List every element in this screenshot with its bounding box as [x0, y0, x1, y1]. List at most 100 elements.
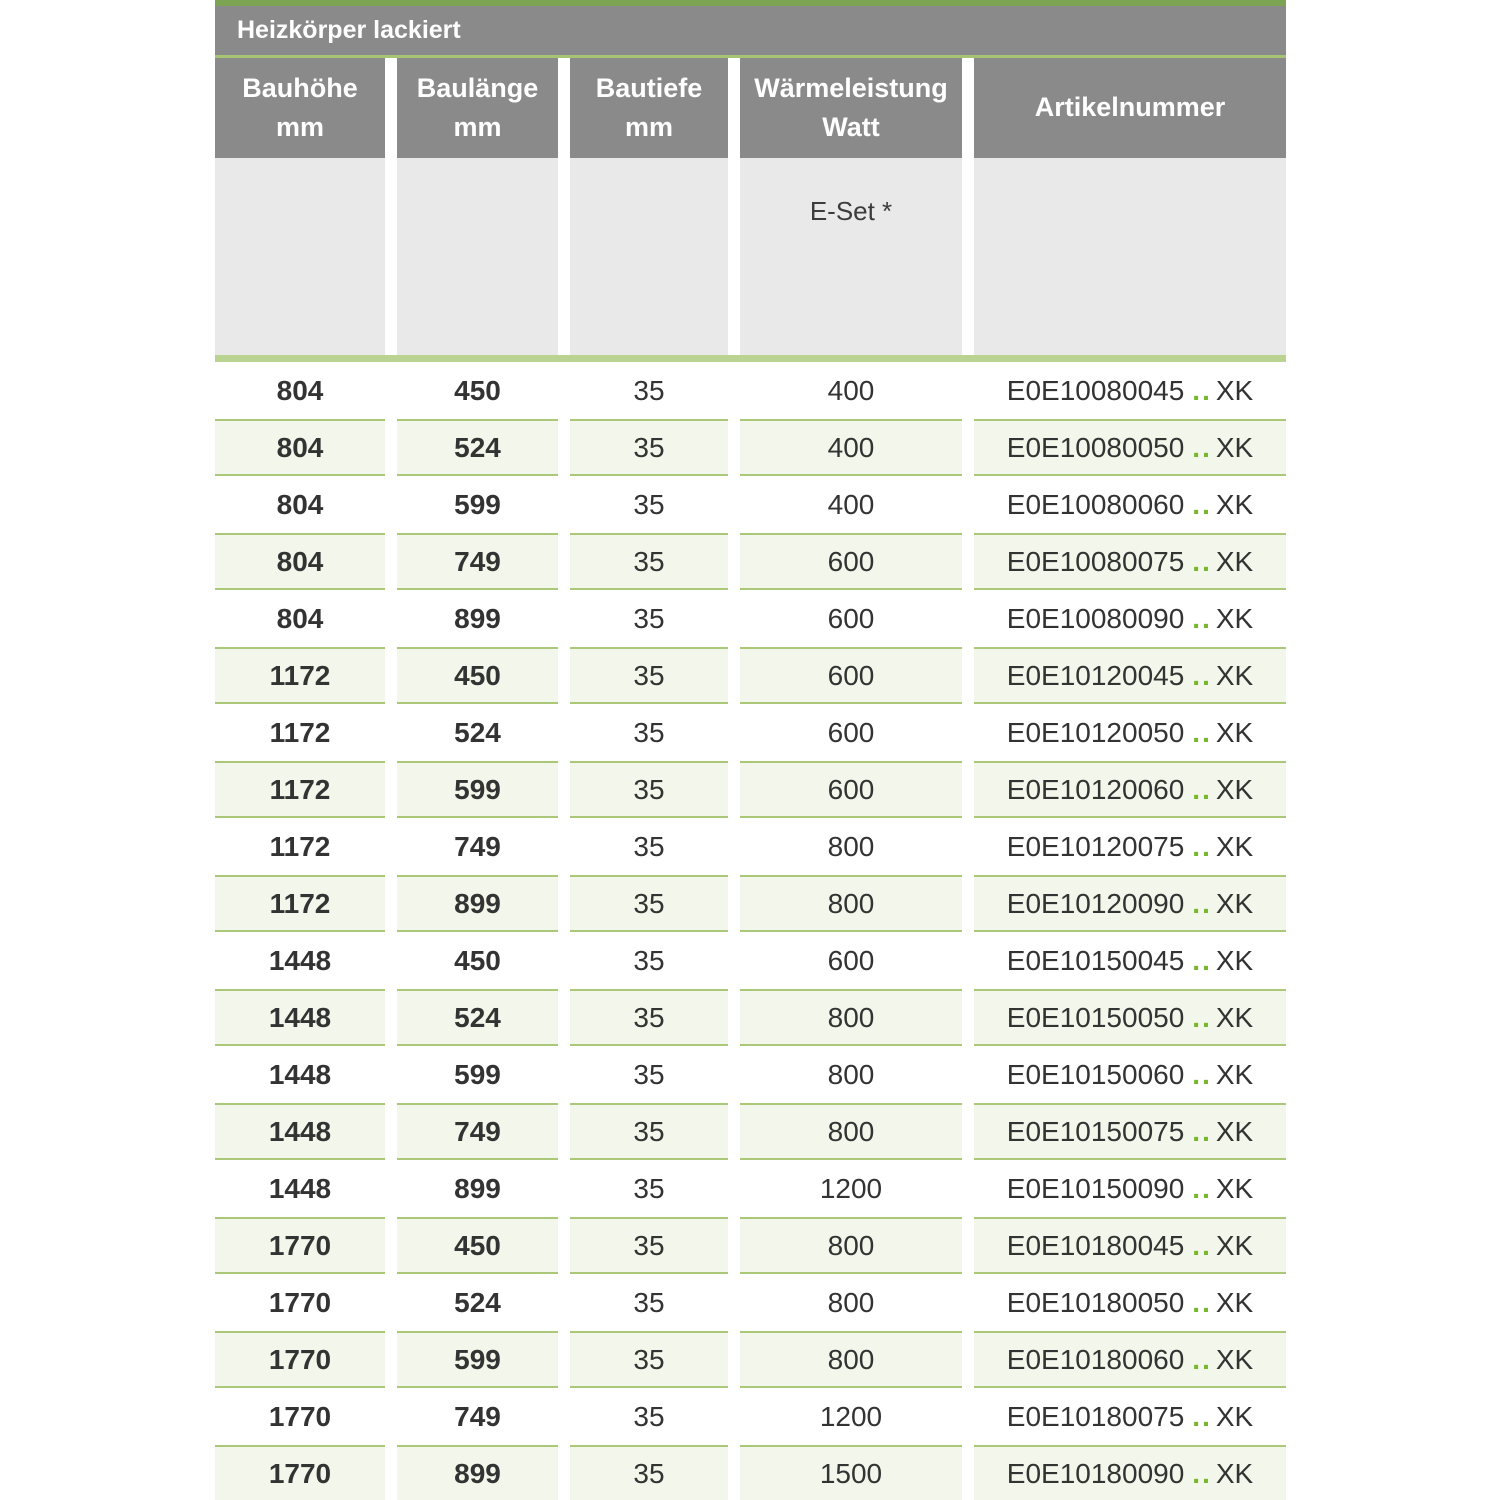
- artikel-placeholder-dots: ..: [1192, 773, 1212, 805]
- artikel-code: E0E10120075: [1006, 830, 1185, 862]
- cell-baulaenge: 450: [397, 1217, 558, 1274]
- cell-waermeleistung: 600: [827, 602, 875, 634]
- cell-bauhoehe: 1172: [215, 647, 385, 704]
- artikel-placeholder-dots: ..: [1192, 944, 1212, 976]
- cell-artikelnummer: E0E10080045.. XK: [974, 362, 1286, 419]
- artikel-code: E0E10120045: [1006, 659, 1185, 691]
- cell-waermeleistung: 800: [827, 830, 875, 862]
- cell-artikelnummer: E0E10080075.. XK: [974, 533, 1286, 590]
- artikel-placeholder-dots: ..: [1192, 1343, 1212, 1375]
- table-row: 1172 450 35 600 E0E10120045.. XK: [215, 647, 1286, 704]
- cell-baulaenge: 599: [397, 1331, 558, 1388]
- table-row: 1770 450 35 800 E0E10180045.. XK: [215, 1217, 1286, 1274]
- cell-bauhoehe: 804: [276, 488, 324, 520]
- cell-artikelnummer: E0E10180045.. XK: [974, 1217, 1286, 1274]
- cell-baulaenge: 899: [454, 1172, 501, 1204]
- artikel-code: E0E10080050: [1006, 431, 1185, 463]
- artikel-placeholder-dots: ..: [1192, 830, 1212, 862]
- table-row: 1172 749 35 800 E0E10120075.. XK: [215, 818, 1286, 875]
- cell-waermeleistung: 1500: [740, 1445, 962, 1500]
- cell-bautiefe: 35: [633, 602, 665, 634]
- cell-bauhoehe: 1172: [215, 875, 385, 932]
- cell-baulaenge: 524: [397, 989, 558, 1046]
- cell-artikelnummer: E0E10180075.. XK: [974, 1388, 1286, 1445]
- artikel-code: E0E10150050: [1006, 1001, 1185, 1033]
- artikel-suffix: XK: [1215, 1286, 1254, 1318]
- column-header-label: Artikelnummer: [1034, 92, 1226, 123]
- table-row: 1172 524 35 600 E0E10120050.. XK: [215, 704, 1286, 761]
- artikel-suffix: XK: [1215, 431, 1254, 463]
- artikel-placeholder-dots: ..: [1192, 887, 1212, 919]
- artikel-suffix: XK: [1215, 1400, 1254, 1432]
- cell-bautiefe: 35: [633, 830, 665, 862]
- cell-waermeleistung: 1200: [819, 1172, 883, 1204]
- artikel-suffix: XK: [1215, 716, 1254, 748]
- cell-baulaenge: 899: [454, 602, 501, 634]
- subheader-cell-artikelnummer: [974, 158, 1286, 355]
- cell-bautiefe: 35: [633, 374, 665, 406]
- table-row: 804 524 35 400 E0E10080050.. XK: [215, 419, 1286, 476]
- cell-bauhoehe: 1172: [269, 716, 331, 748]
- cell-waermeleistung: 800: [740, 1103, 962, 1160]
- cell-bautiefe: 35: [570, 875, 728, 932]
- cell-artikelnummer: E0E10120050.. XK: [974, 704, 1286, 761]
- artikel-placeholder-dots: ..: [1192, 1001, 1212, 1033]
- artikel-placeholder-dots: ..: [1192, 1172, 1212, 1204]
- table-row: 1770 599 35 800 E0E10180060.. XK: [215, 1331, 1286, 1388]
- table-row: 1770 524 35 800 E0E10180050.. XK: [215, 1274, 1286, 1331]
- artikel-code: E0E10080075: [1006, 545, 1185, 577]
- cell-baulaenge: 524: [454, 1286, 501, 1318]
- cell-bauhoehe: 1770: [215, 1217, 385, 1274]
- artikel-code: E0E10180075: [1006, 1400, 1185, 1432]
- artikel-code: E0E10180050: [1006, 1286, 1185, 1318]
- cell-baulaenge: 450: [454, 374, 501, 406]
- cell-artikelnummer: E0E10080090.. XK: [974, 590, 1286, 647]
- cell-bauhoehe: 1770: [215, 1331, 385, 1388]
- artikel-suffix: XK: [1215, 1172, 1254, 1204]
- cell-artikelnummer: E0E10080060.. XK: [974, 476, 1286, 533]
- table-row: 1448 450 35 600 E0E10150045.. XK: [215, 932, 1286, 989]
- table-subheader-row: E-Set *: [215, 158, 1286, 355]
- cell-artikelnummer: E0E10080050.. XK: [974, 419, 1286, 476]
- artikel-code: E0E10150075: [1006, 1115, 1185, 1147]
- cell-waermeleistung: 800: [740, 1217, 962, 1274]
- column-header-bautiefe: Bautiefe mm: [570, 58, 728, 158]
- subheader-cell-bautiefe: [570, 158, 728, 355]
- artikel-suffix: XK: [1215, 1229, 1254, 1261]
- cell-bautiefe: 35: [570, 761, 728, 818]
- cell-bautiefe: 35: [570, 1103, 728, 1160]
- cell-bautiefe: 35: [570, 1445, 728, 1500]
- cell-waermeleistung: 600: [827, 944, 875, 976]
- cell-baulaenge: 749: [397, 533, 558, 590]
- cell-artikelnummer: E0E10150090.. XK: [974, 1160, 1286, 1217]
- cell-bauhoehe: 1448: [268, 1172, 332, 1204]
- cell-baulaenge: 899: [397, 1445, 558, 1500]
- cell-waermeleistung: 400: [827, 374, 875, 406]
- cell-baulaenge: 450: [397, 647, 558, 704]
- cell-bauhoehe: 804: [215, 533, 385, 590]
- cell-artikelnummer: E0E10120075.. XK: [974, 818, 1286, 875]
- artikel-suffix: XK: [1215, 773, 1254, 805]
- artikel-suffix: XK: [1215, 602, 1254, 634]
- artikel-placeholder-dots: ..: [1192, 1115, 1212, 1147]
- subheader-cell-eset: E-Set *: [740, 158, 962, 355]
- artikel-placeholder-dots: ..: [1192, 1058, 1212, 1090]
- table-row: 804 450 35 400 E0E10080045.. XK: [215, 362, 1286, 419]
- cell-waermeleistung: 800: [740, 989, 962, 1046]
- column-header-label: Bautiefe: [595, 72, 703, 103]
- artikel-placeholder-dots: ..: [1192, 545, 1212, 577]
- table-row: 804 599 35 400 E0E10080060.. XK: [215, 476, 1286, 533]
- artikel-suffix: XK: [1215, 488, 1254, 520]
- cell-bauhoehe: 1770: [215, 1445, 385, 1500]
- table-top-accent-bar: [215, 0, 1286, 6]
- cell-waermeleistung: 800: [827, 1286, 875, 1318]
- table-row: 1448 899 35 1200 E0E10150090.. XK: [215, 1160, 1286, 1217]
- cell-bautiefe: 35: [570, 1217, 728, 1274]
- artikel-code: E0E10180090: [1006, 1457, 1185, 1489]
- cell-bautiefe: 35: [633, 1172, 665, 1204]
- cell-bautiefe: 35: [570, 647, 728, 704]
- artikel-code: E0E10120090: [1006, 887, 1185, 919]
- artikel-suffix: XK: [1215, 1457, 1254, 1489]
- artikel-code: E0E10120060: [1006, 773, 1185, 805]
- cell-artikelnummer: E0E10150050.. XK: [974, 989, 1286, 1046]
